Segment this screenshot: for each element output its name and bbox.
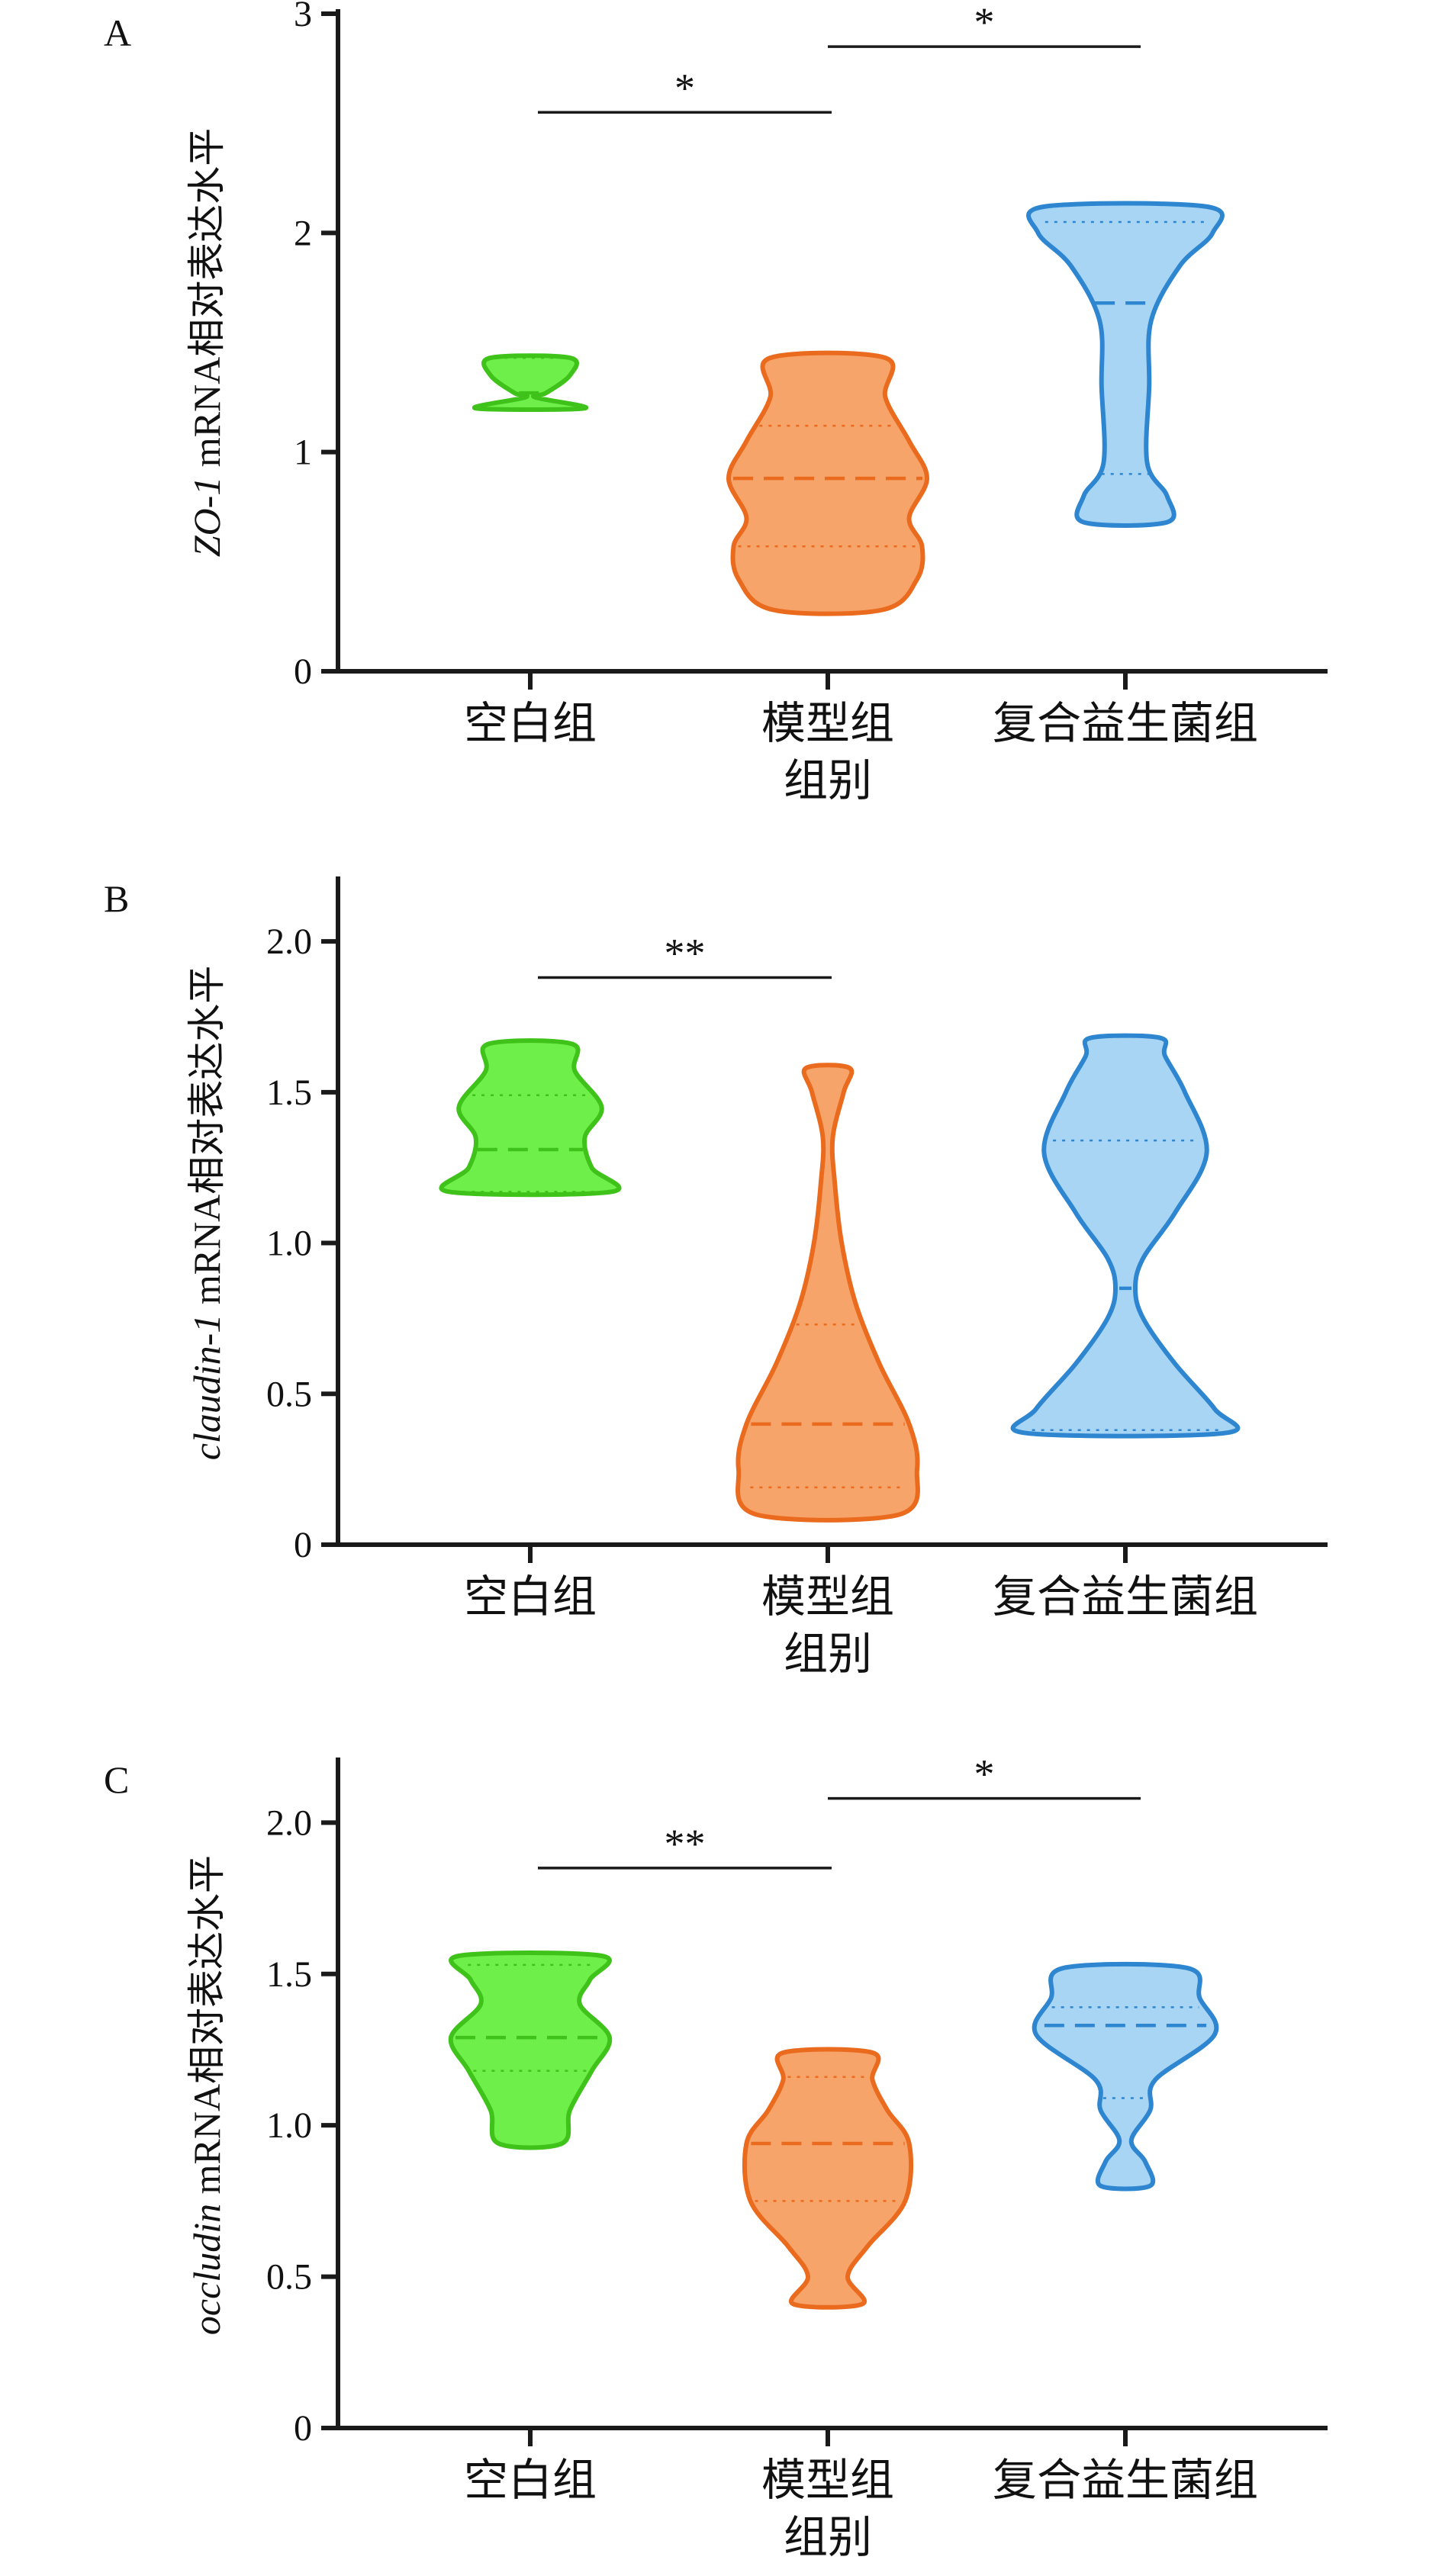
y-axis-title-rest: mRNA相对表达水平 xyxy=(185,1855,228,2204)
x-axis-title: 组别 xyxy=(784,754,872,806)
x-category-label: 复合益生菌组 xyxy=(993,1571,1258,1622)
y-tick-label: 0 xyxy=(294,651,312,692)
x-category-label: 模型组 xyxy=(761,2454,894,2506)
significance-label: * xyxy=(974,1751,995,1797)
y-tick-label: 1.5 xyxy=(266,1073,312,1113)
x-category-label: 复合益生菌组 xyxy=(993,2454,1258,2506)
y-tick-label: 0 xyxy=(294,1525,312,1565)
y-tick-label: 1.5 xyxy=(266,1954,312,1995)
y-tick-label: 1 xyxy=(294,433,312,473)
y-axis-title-rest: mRNA相对表达水平 xyxy=(185,128,228,477)
x-category-label: 复合益生菌组 xyxy=(993,697,1258,749)
x-category-label: 模型组 xyxy=(761,1571,894,1622)
violin-body xyxy=(742,2047,914,2310)
x-category-label: 空白组 xyxy=(464,1571,597,1622)
y-tick-label: 3 xyxy=(294,0,312,34)
y-axis-title-gene: ZO-1 xyxy=(185,477,228,558)
y-tick-label: 0.5 xyxy=(266,1374,312,1414)
significance-label: * xyxy=(974,0,995,45)
y-axis-title: occludin mRNA相对表达水平 xyxy=(185,1855,228,2335)
x-axis-title: 组别 xyxy=(784,2511,872,2563)
x-category-label: 空白组 xyxy=(464,697,597,749)
violin-model xyxy=(735,1063,920,1523)
violin-model xyxy=(726,350,929,616)
y-tick-label: 2 xyxy=(294,213,312,253)
y-tick-label: 2.0 xyxy=(266,1803,312,1843)
violin-body xyxy=(735,1063,920,1523)
panel-letter: C xyxy=(104,1758,129,1801)
y-axis-title-gene: claudin-1 xyxy=(185,1314,228,1461)
violin-body xyxy=(1010,1033,1241,1439)
significance-label: ** xyxy=(665,931,706,976)
x-category-label: 空白组 xyxy=(464,2454,597,2506)
violin-blank xyxy=(448,1950,613,2150)
panel-letter: A xyxy=(104,11,131,54)
x-category-label: 模型组 xyxy=(761,697,894,749)
violin-body xyxy=(726,350,929,616)
y-axis-title-gene: occludin xyxy=(185,2204,228,2335)
violin-body xyxy=(1032,1961,1219,2192)
violin-blank xyxy=(439,1038,622,1198)
y-tick-label: 1.0 xyxy=(266,2105,312,2146)
y-tick-label: 0.5 xyxy=(266,2257,312,2298)
violin-body xyxy=(472,353,589,412)
y-tick-label: 1.0 xyxy=(266,1224,312,1264)
violin-probiotic xyxy=(1010,1033,1241,1439)
violin-blank xyxy=(472,353,589,412)
y-tick-label: 2.0 xyxy=(266,921,312,962)
violin-body xyxy=(1026,201,1225,528)
violin-model xyxy=(742,2047,914,2310)
violin-body xyxy=(439,1038,622,1198)
violin-probiotic xyxy=(1026,201,1225,528)
y-axis-title: claudin-1 mRNA相对表达水平 xyxy=(185,966,228,1461)
significance-label: ** xyxy=(665,1821,706,1867)
y-axis-title-rest: mRNA相对表达水平 xyxy=(185,966,228,1314)
y-axis-title: ZO-1 mRNA相对表达水平 xyxy=(185,128,228,558)
significance-label: * xyxy=(674,65,695,111)
panel-letter: B xyxy=(104,877,129,920)
x-axis-title: 组别 xyxy=(784,1628,872,1680)
violin-probiotic xyxy=(1032,1961,1219,2192)
violin-body xyxy=(448,1950,613,2150)
y-tick-label: 0 xyxy=(294,2408,312,2449)
